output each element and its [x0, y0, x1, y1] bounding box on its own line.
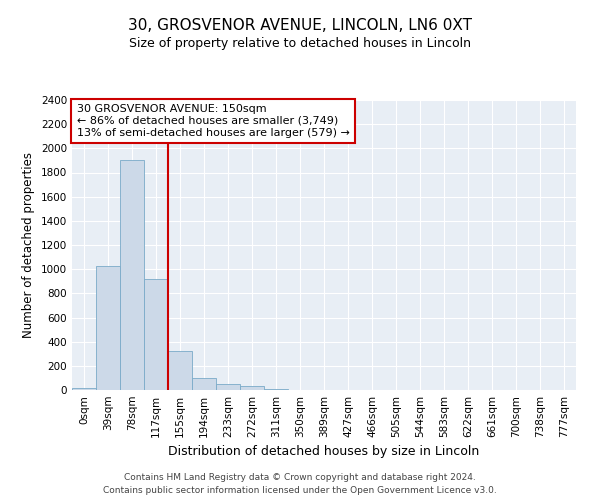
X-axis label: Distribution of detached houses by size in Lincoln: Distribution of detached houses by size …: [169, 446, 479, 458]
Bar: [120, 160, 144, 390]
Text: Contains HM Land Registry data © Crown copyright and database right 2024.: Contains HM Land Registry data © Crown c…: [124, 474, 476, 482]
Y-axis label: Number of detached properties: Number of detached properties: [22, 152, 35, 338]
Bar: [192, 378, 216, 390]
Text: Size of property relative to detached houses in Lincoln: Size of property relative to detached ho…: [129, 38, 471, 51]
Bar: [72, 388, 96, 390]
Text: 30 GROSVENOR AVENUE: 150sqm
← 86% of detached houses are smaller (3,749)
13% of : 30 GROSVENOR AVENUE: 150sqm ← 86% of det…: [77, 104, 350, 138]
Bar: [168, 352, 192, 390]
Bar: [96, 266, 120, 390]
Bar: [216, 384, 240, 390]
Text: Contains public sector information licensed under the Open Government Licence v3: Contains public sector information licen…: [103, 486, 497, 495]
Text: 30, GROSVENOR AVENUE, LINCOLN, LN6 0XT: 30, GROSVENOR AVENUE, LINCOLN, LN6 0XT: [128, 18, 472, 32]
Bar: [264, 388, 288, 390]
Bar: [240, 386, 264, 390]
Bar: [144, 279, 168, 390]
